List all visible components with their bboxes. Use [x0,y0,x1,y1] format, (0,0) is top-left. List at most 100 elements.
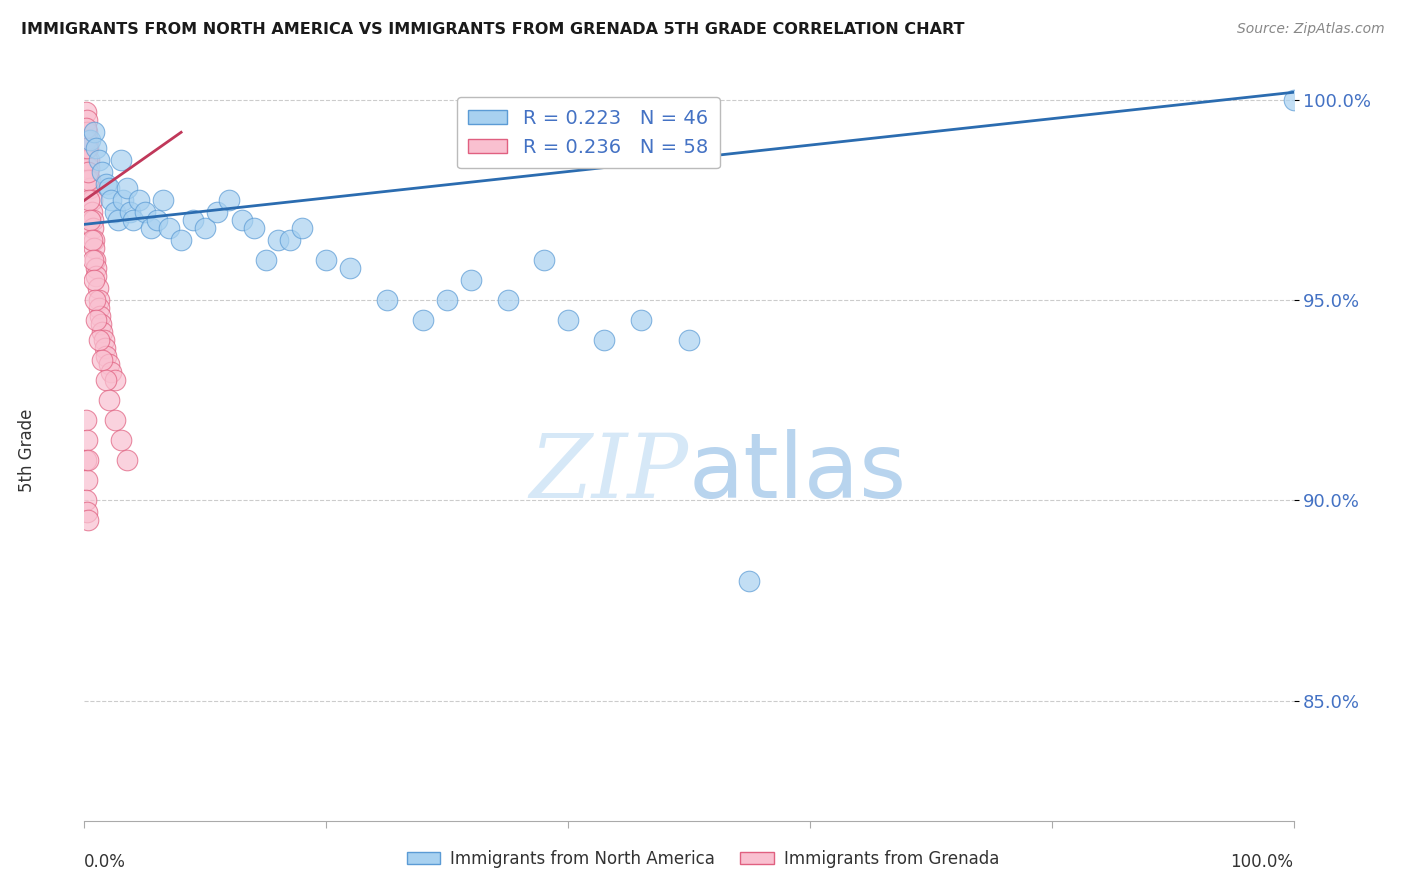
Point [157,221,180,235]
Point [104,373,127,387]
Point [86,261,108,276]
Legend: Immigrants from North America, Immigrants from Grenada: Immigrants from North America, Immigrant… [401,844,1005,875]
Point [83,233,105,247]
Point [738,574,761,588]
Point [77,133,100,147]
Point [254,253,277,268]
Point [104,413,127,427]
Point [76,153,98,168]
Point [112,194,135,208]
Text: 0.0%: 0.0% [84,853,127,871]
Point [77,161,100,176]
Point [82,221,104,235]
Text: ZIP: ZIP [530,429,689,516]
Point [152,194,174,208]
Point [90,318,112,332]
Point [593,334,616,348]
Text: Source: ZipAtlas.com: Source: ZipAtlas.com [1237,22,1385,37]
Point [170,233,193,247]
Point [94,178,117,192]
Point [79,181,101,195]
Text: 100.0%: 100.0% [1230,853,1294,871]
Point [86,313,108,327]
Point [412,313,434,327]
Point [231,213,253,227]
Point [97,181,120,195]
Text: 5th Grade: 5th Grade [18,409,37,492]
Point [110,153,132,168]
Point [128,194,150,208]
Point [315,253,337,268]
Point [97,358,120,372]
Point [86,281,108,295]
Point [91,326,114,340]
Point [194,221,217,235]
Point [460,273,482,287]
Point [76,125,98,139]
Point [278,233,301,247]
Point [630,313,652,327]
Point [291,221,314,235]
Point [80,233,103,247]
Point [87,153,110,168]
Point [83,125,105,139]
Point [91,165,114,179]
Point [339,261,361,276]
Point [76,474,98,488]
Point [533,253,555,268]
Point [1282,93,1305,107]
Point [115,453,138,467]
Point [100,194,122,208]
Point [76,113,98,128]
Point [436,293,458,308]
Point [110,434,132,448]
Point [79,213,101,227]
Point [146,213,169,227]
Point [75,133,97,147]
Point [82,253,104,268]
Point [83,273,105,287]
Point [375,293,398,308]
Point [76,506,98,520]
Point [91,353,114,368]
Point [79,133,101,147]
Point [87,334,110,348]
Point [94,373,117,387]
Point [94,342,117,356]
Point [89,310,111,324]
Point [77,194,100,208]
Point [678,334,700,348]
Point [77,141,100,155]
Point [76,434,98,448]
Point [242,221,264,235]
Point [86,269,108,284]
Point [82,213,104,227]
Point [104,205,127,219]
Legend: R = 0.223   N = 46, R = 0.236   N = 58: R = 0.223 N = 46, R = 0.236 N = 58 [457,97,720,169]
Point [107,213,129,227]
Point [77,165,100,179]
Point [75,105,97,120]
Point [80,205,103,219]
Point [139,221,162,235]
Point [87,293,110,308]
Point [75,121,97,136]
Point [93,334,115,348]
Point [100,366,122,380]
Point [267,233,290,247]
Point [218,194,240,208]
Point [83,241,105,255]
Point [181,213,204,227]
Point [207,205,229,219]
Point [84,253,107,268]
Point [80,194,103,208]
Text: IMMIGRANTS FROM NORTH AMERICA VS IMMIGRANTS FROM GRENADA 5TH GRADE CORRELATION C: IMMIGRANTS FROM NORTH AMERICA VS IMMIGRA… [21,22,965,37]
Point [115,181,138,195]
Point [134,205,156,219]
Point [120,205,142,219]
Point [75,453,97,467]
Point [75,413,97,427]
Point [97,393,120,408]
Point [75,493,97,508]
Point [87,301,110,316]
